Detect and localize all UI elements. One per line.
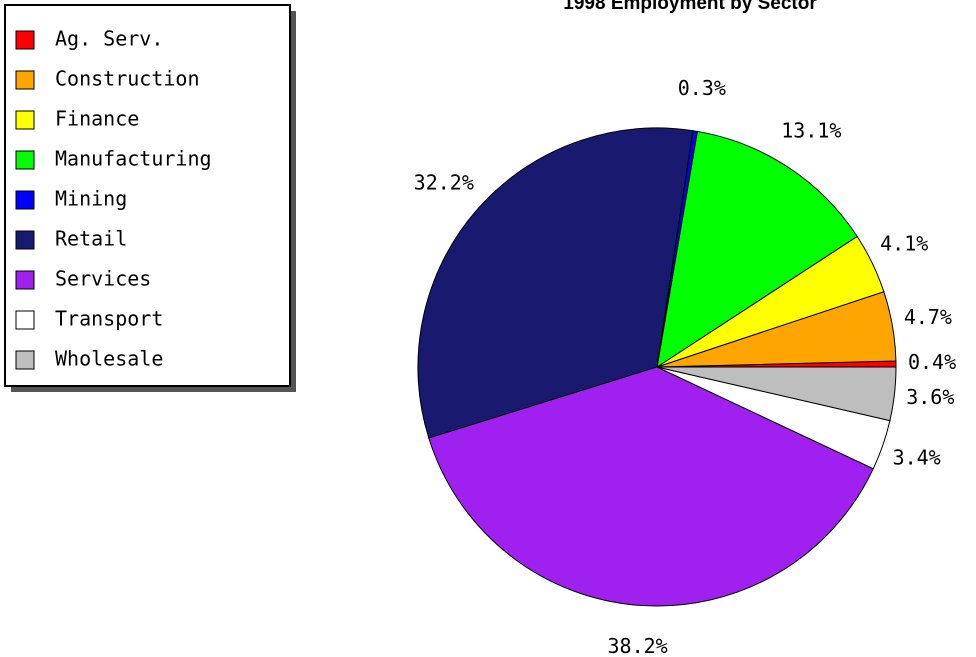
data-label: 38.2% — [607, 634, 667, 657]
data-label: 0.3% — [678, 76, 726, 100]
pie: 0.4% 4.7% 4.1% 13.1% 0.3% 32.2% 38.2% 3.4% 3.6% — [414, 76, 956, 657]
legend-swatch — [15, 110, 35, 130]
legend-label: Finance — [55, 107, 139, 131]
legend-label: Retail — [55, 227, 127, 251]
legend-label: Services — [55, 267, 151, 291]
legend-swatch — [15, 350, 35, 370]
legend-swatch — [15, 150, 35, 170]
data-label: 32.2% — [414, 170, 474, 194]
data-label: 0.4% — [908, 350, 956, 374]
chart-title: 1998 Employment by Sector — [563, 0, 817, 14]
pie-slice — [428, 366, 874, 607]
pie-slice — [656, 366, 897, 422]
data-label: 13.1% — [781, 119, 841, 143]
pie-slice — [417, 127, 694, 439]
data-label: 4.1% — [880, 231, 928, 255]
legend-label: Mining — [55, 187, 127, 211]
legend-label: Manufacturing — [55, 147, 212, 171]
legend-label: Transport — [55, 307, 163, 331]
legend-swatch — [15, 190, 35, 210]
data-label: 4.7% — [904, 305, 952, 329]
legend-swatch — [15, 230, 35, 250]
pie-slice — [656, 130, 858, 369]
legend-swatch — [15, 70, 35, 90]
legend-box — [4, 4, 291, 387]
legend: Ag. Serv. Construction Finance Manufacturin… — [15, 27, 212, 371]
data-label: 3.6% — [906, 385, 954, 409]
legend-swatch — [15, 310, 35, 330]
legend-label: Wholesale — [55, 347, 163, 371]
legend-label: Construction — [55, 67, 200, 91]
legend-swatch — [15, 30, 35, 50]
data-label: 3.4% — [893, 445, 941, 469]
legend-swatch — [15, 270, 35, 290]
legend-label: Ag. Serv. — [55, 27, 163, 51]
